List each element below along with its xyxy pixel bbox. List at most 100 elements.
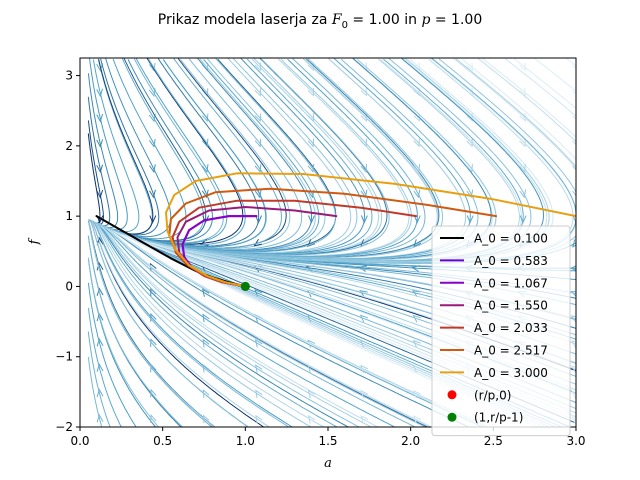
streamline-arrow xyxy=(466,138,473,148)
streamline-arrow xyxy=(254,364,263,373)
fixed-point-2 xyxy=(240,281,250,291)
streamline xyxy=(512,58,576,110)
streamline-arrow xyxy=(571,340,576,348)
streamline-arrow xyxy=(202,389,210,398)
streamline-arrow xyxy=(466,62,474,72)
streamline-arrow xyxy=(413,415,422,424)
streamline-arrow xyxy=(202,288,210,297)
series-lines xyxy=(95,172,576,288)
streamline xyxy=(88,221,215,427)
streamline-arrow xyxy=(360,364,369,374)
streamline-arrow xyxy=(572,90,576,95)
streamline-arrow xyxy=(360,389,369,399)
streamline-arrow xyxy=(255,414,263,424)
streamline xyxy=(88,219,487,427)
y-tick-label: −2 xyxy=(55,420,73,434)
x-tick-label: 1.5 xyxy=(318,434,337,448)
streamline xyxy=(90,58,187,240)
streamline-arrow xyxy=(254,164,262,173)
streamline-arrow xyxy=(202,414,210,424)
streamline-arrow xyxy=(202,363,210,373)
y-axis: −2 −1 0 1 2 3 xyxy=(55,69,80,434)
streamline-arrow xyxy=(201,189,209,199)
streamline-arrow xyxy=(254,338,263,348)
streamline xyxy=(88,219,417,427)
streamline-arrow xyxy=(254,138,262,148)
streamline-arrow xyxy=(413,390,422,399)
streamline-arrow xyxy=(96,388,104,398)
streamline-arrow xyxy=(360,87,368,97)
streamline-arrow xyxy=(202,313,210,323)
series-line-7 xyxy=(165,172,576,288)
legend-marker-point-1 xyxy=(447,390,457,400)
streamline-arrow xyxy=(519,138,526,148)
streamline-arrow xyxy=(572,165,576,171)
streamline-arrow xyxy=(360,415,369,424)
streamline-arrow xyxy=(306,239,316,248)
streamline xyxy=(89,219,361,427)
streamline xyxy=(87,331,111,427)
streamline xyxy=(477,58,576,143)
x-tick-label: 0.0 xyxy=(70,434,89,448)
streamline-arrow xyxy=(519,215,527,224)
x-tick-label: 2.0 xyxy=(401,434,420,448)
streamline-arrow xyxy=(360,113,367,123)
streamline-arrow xyxy=(148,62,156,72)
streamline-arrow xyxy=(96,63,104,72)
y-tick-label: 2 xyxy=(65,139,73,153)
legend-label-point-2: (1,r/p-1) xyxy=(474,411,523,425)
streamline-arrow xyxy=(149,215,157,224)
streamline-arrow xyxy=(202,338,210,348)
streamline-arrow xyxy=(360,138,367,148)
streamline-arrow xyxy=(413,113,420,123)
fixed-points xyxy=(240,281,250,291)
streamline-arrow xyxy=(571,390,576,399)
streamline-arrow xyxy=(519,189,527,199)
streamline-arrow xyxy=(519,87,526,97)
streamline-arrow xyxy=(307,138,315,148)
streamline xyxy=(88,219,427,427)
streamline-arrow xyxy=(572,140,576,146)
y-tick-label: 0 xyxy=(65,279,73,293)
streamline-arrow xyxy=(255,215,263,224)
streamline xyxy=(90,220,294,427)
streamline-arrow xyxy=(149,189,156,199)
streamline-arrow xyxy=(413,215,421,224)
streamline-arrow xyxy=(254,88,262,97)
streamline-arrow xyxy=(150,363,157,373)
y-tick-label: 1 xyxy=(65,209,73,223)
streamline xyxy=(88,219,350,427)
streamline-arrow xyxy=(150,338,157,348)
streamline-arrow xyxy=(253,238,263,247)
streamline xyxy=(89,59,320,252)
streamline xyxy=(88,59,213,243)
streamline-arrow xyxy=(307,113,314,123)
streamline xyxy=(565,58,576,67)
legend-label-2: A_0 = 0.583 xyxy=(474,254,548,268)
streamline xyxy=(90,58,412,257)
streamline xyxy=(462,59,576,161)
streamline-arrow xyxy=(96,113,104,123)
streamline-arrow xyxy=(254,113,262,123)
streamline-arrow xyxy=(359,314,369,323)
legend-label-7: A_0 = 3.000 xyxy=(474,366,548,380)
streamline-arrow xyxy=(570,315,576,323)
streamline-arrow xyxy=(307,339,316,348)
legend-label-point-1: (r/p,0) xyxy=(474,388,511,402)
streamline xyxy=(90,59,390,256)
y-tick-label: 3 xyxy=(65,69,73,83)
streamline xyxy=(87,257,160,427)
streamline-arrow xyxy=(96,88,104,98)
streamline-arrow xyxy=(360,164,368,173)
x-axis: 0.0 0.5 1.0 1.5 2.0 2.5 3.0 xyxy=(70,427,586,448)
streamline-arrow xyxy=(148,164,156,174)
legend-box xyxy=(431,225,571,437)
streamline-arrow xyxy=(150,388,157,398)
streamline-arrow xyxy=(570,291,576,297)
streamline-arrow xyxy=(571,365,576,374)
streamline-arrow xyxy=(413,164,420,173)
streamline xyxy=(88,308,122,427)
streamline xyxy=(90,220,470,427)
x-tick-label: 3.0 xyxy=(566,434,585,448)
